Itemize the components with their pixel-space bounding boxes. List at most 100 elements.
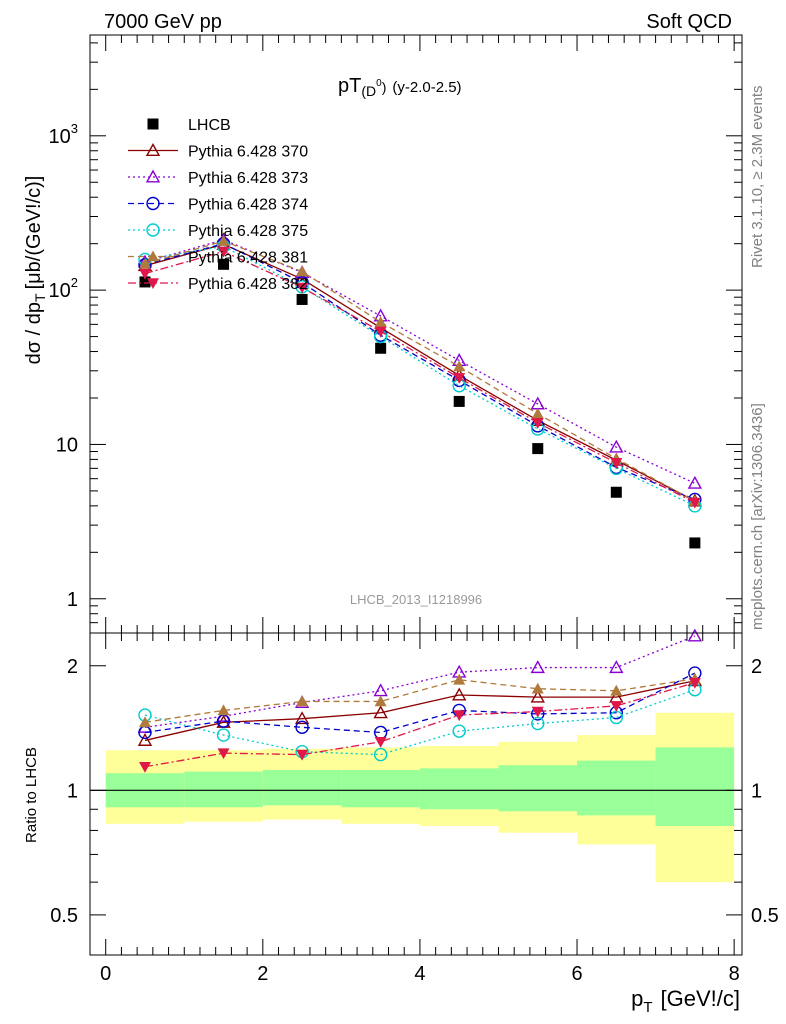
data-point [453,395,465,407]
main-y-axis: 1 10 102 103 [49,42,742,634]
ratio-point [137,732,153,746]
legend-label: LHCB [188,117,231,134]
ratio-point [296,695,309,707]
ratio-panel: 0.5 0.5 1 1 2 2 0 2 4 6 8 Ratio to LHCB pT [GeV!/c… [23,628,779,1016]
ratio-point [453,710,466,722]
data-point [217,246,230,258]
ratio-line [144,672,696,734]
legend-label: Pythia 6.428 373 [188,170,308,187]
y-tick-label: 0.5 [50,905,78,927]
series-line [144,242,696,501]
ratio-point [373,705,388,719]
uncertainty-band-inner [498,765,578,812]
ratio-point [531,682,544,694]
data-point [532,443,544,455]
ratio-point [216,728,231,742]
legend-label: Pythia 6.428 374 [188,197,308,214]
legend-marker [147,250,159,262]
x-tick-label: 2 [257,963,268,985]
ratio-point [687,628,703,642]
x-tick-label: 6 [571,963,582,985]
ratio-point [294,711,310,725]
uncertainty-band-inner [577,760,656,816]
ratio-point [374,737,387,748]
data-point [296,265,309,277]
ratio-point [530,689,545,703]
y-tick-label-right: 2 [751,656,762,678]
uncertainty-band-inner [655,747,735,826]
legend-marker [146,196,160,211]
legend-item: Pythia 6.428 373 [128,169,308,187]
series-line [144,250,696,504]
ratio-point [295,720,309,735]
legend-item: Pythia 6.428 382 [128,276,308,293]
data-point [374,326,387,338]
ratio-line [144,689,696,756]
ratio-point [138,716,151,728]
data-point [296,293,308,305]
data-point [610,486,622,498]
data-point [609,439,624,453]
y-tick-label: 2 [67,656,78,678]
main-panel: 1 10 102 103 pT(D0) (y-2.0-2.5) dσ / dpT[μb/… [23,34,743,634]
ratio-y-axis-title: Ratio to LHCB [23,747,40,843]
data-point [375,342,387,354]
series-line [144,240,696,502]
legend-label: Pythia 6.428 375 [188,223,308,240]
legend-marker [145,143,161,157]
ratio-point [373,747,388,762]
ratio-frame [89,632,743,956]
legend-label: Pythia 6.428 370 [188,144,308,161]
data-point [217,235,230,246]
ratio-point [688,677,701,689]
series-line [144,239,696,484]
data-point [531,407,544,419]
ratio-point [217,704,230,716]
ratio-point [609,660,624,674]
uncertainty-band-inner [341,769,420,808]
data-point [453,360,466,372]
legend-label: Pythia 6.428 381 [188,250,308,267]
legend-item: Pythia 6.428 374 [128,197,308,214]
main-y-axis-title: dσ / dpT[μb/(GeV!/c)] [23,176,48,365]
analysis-watermark: LHCB_2013_I1218996 [350,592,482,607]
ratio-point [610,684,623,696]
legend-item: Pythia 6.428 370 [128,143,308,161]
legend-item: LHCB [147,117,231,134]
plot-title: pT(D0) (y-2.0-2.5) [338,75,462,99]
ratio-series-pythia-6-428-382 [138,677,701,773]
data-point [138,257,151,269]
ratio-point [453,673,466,685]
header-left: 7000 GeV pp [104,11,222,33]
ratio-point [217,748,230,760]
data-point [610,458,623,469]
rivet-label: Rivet 3.1.10, ≥ 2.3M events [749,86,766,269]
x-tick-label: 0 [100,963,111,985]
data-point [139,276,151,288]
data-point [687,475,703,489]
mcplots-label: mcplots.cern.ch [arXiv:1306.3436] [749,403,766,630]
ratio-point [531,706,544,718]
ratio-series-pythia-6-428-375 [138,683,702,762]
legend-marker [145,169,161,183]
y-tick-label: 102 [49,275,78,302]
ratio-point [530,660,545,674]
data-point [218,258,230,270]
series-line [144,245,696,507]
data-point [296,282,309,294]
legend-marker [146,223,160,237]
uncertainty-band-inner [262,769,342,806]
uncertainty-band-inner [419,768,499,810]
y-tick-label: 1 [67,780,78,802]
main-x-ticks [105,35,735,633]
y-tick-label: 103 [49,121,78,148]
x-tick-label: 4 [414,963,425,985]
ratio-point [374,695,387,707]
y-tick-label: 1 [67,589,78,611]
series-lhcb [139,258,701,549]
ratio-point [452,724,466,738]
x-axis: 0 2 4 6 8 [100,633,740,985]
data-point [453,373,466,384]
x-axis-title: pT [GeV!/c] [631,986,740,1016]
